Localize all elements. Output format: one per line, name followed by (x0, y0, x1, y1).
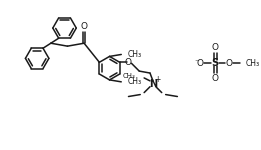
Text: CH₃: CH₃ (245, 59, 260, 68)
Text: N: N (149, 79, 157, 89)
Text: O: O (197, 59, 204, 68)
Text: O: O (212, 43, 219, 52)
Text: O: O (81, 22, 88, 31)
Text: ⁻: ⁻ (194, 59, 199, 68)
Text: CH₃: CH₃ (128, 77, 142, 86)
Text: O: O (125, 58, 132, 67)
Text: CH₃: CH₃ (128, 50, 142, 59)
Text: +: + (155, 75, 161, 84)
Text: O: O (225, 59, 232, 68)
Text: CH₃: CH₃ (123, 73, 135, 79)
Text: S: S (212, 58, 219, 68)
Text: O: O (212, 74, 219, 83)
